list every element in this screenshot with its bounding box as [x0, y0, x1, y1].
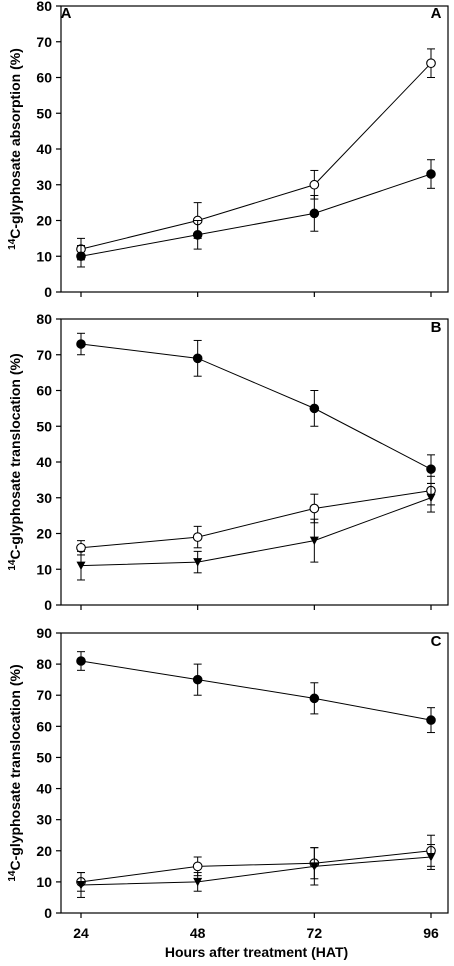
y-tick-label: 90	[36, 625, 52, 641]
data-point-open-circle	[192, 861, 203, 872]
y-tick-label: 50	[36, 418, 52, 434]
y-tick-label: 30	[36, 812, 52, 828]
y-tick-label: 40	[36, 141, 52, 157]
data-point-triangle	[426, 853, 436, 862]
series-0-line	[80, 62, 432, 250]
data-point-triangle	[309, 862, 319, 871]
data-point-open-circle	[426, 58, 436, 69]
data-point-filled-circle	[76, 251, 86, 262]
panel-letter: A	[61, 5, 72, 22]
data-point-triangle	[426, 493, 436, 503]
data-point-filled-circle	[76, 656, 86, 666]
data-point-triangle	[309, 536, 319, 546]
series-0-line	[80, 660, 432, 721]
y-tick-label: 40	[36, 454, 52, 470]
y-tick-label: 60	[36, 70, 52, 86]
plot-frame	[60, 318, 449, 606]
y-tick-label: 0	[44, 597, 52, 613]
y-tick-label: 0	[44, 284, 52, 300]
y-tick-label: 20	[36, 526, 52, 542]
y-tick-label: 60	[36, 383, 52, 399]
series-1-line	[80, 173, 432, 257]
data-point-triangle	[193, 877, 203, 887]
x-tick-label: 24	[73, 925, 89, 941]
data-point-triangle	[76, 561, 86, 571]
y-axis-title: 14C-glyphosate translocation (%)	[7, 664, 23, 881]
data-point-open-circle	[309, 503, 320, 514]
y-tick-label: 20	[36, 213, 52, 229]
panel-a: 0 10 20 30 40 50 60 70 80 14C-glyphosate absorpti…	[7, 0, 449, 300]
y-axis-title-text: C-glyphosate translocation (%)	[7, 664, 23, 870]
data-point-filled-circle	[426, 464, 436, 474]
y-tick-label: 80	[36, 656, 52, 672]
series-1-line	[80, 490, 432, 549]
data-point-triangle	[193, 558, 203, 567]
y-axis-title-text: C-glyphosate absorption (%)	[7, 48, 23, 239]
y-axis-title-text: C-glyphosate translocation (%)	[7, 353, 23, 559]
data-point-filled-circle	[426, 169, 436, 179]
data-point-filled-circle	[76, 339, 86, 349]
x-tick-label: 96	[423, 925, 439, 941]
y-tick-label: 20	[36, 843, 52, 859]
data-point-open-circle	[192, 532, 203, 542]
data-point-filled-circle	[192, 230, 203, 240]
data-point-filled-circle	[192, 353, 203, 364]
data-point-filled-circle	[426, 715, 436, 725]
panel-letter: B	[431, 319, 442, 336]
y-tick-label: 80	[36, 311, 52, 327]
data-point-triangle	[76, 881, 86, 890]
data-point-filled-circle	[309, 208, 320, 219]
data-point-filled-circle	[192, 674, 203, 685]
y-tick-label: 30	[36, 490, 52, 506]
y-tick-label: 40	[36, 781, 52, 797]
x-axis-title: Hours after treatment (HAT)	[165, 944, 348, 960]
panel-letter: A	[431, 5, 442, 22]
y-axis-title-superscript: 14	[7, 238, 18, 250]
y-tick-label: 10	[36, 248, 52, 264]
y-tick-label: 70	[36, 34, 52, 50]
series-2-line	[80, 497, 432, 567]
y-tick-label: 70	[36, 687, 52, 703]
data-point-filled-circle	[309, 403, 320, 414]
series-1-line	[80, 850, 432, 883]
series-2-line	[80, 856, 432, 886]
panel-letter: C	[431, 633, 442, 650]
y-tick-label: 50	[36, 105, 52, 121]
x-tick-label: 72	[307, 925, 323, 941]
y-tick-label: 10	[36, 561, 52, 577]
y-tick-label: 30	[36, 177, 52, 193]
series-0-line	[80, 343, 432, 470]
data-point-open-circle	[76, 542, 86, 553]
y-tick-label: 50	[36, 749, 52, 765]
plot-frame	[60, 632, 449, 914]
y-tick-label: 10	[36, 874, 52, 890]
y-axis-title-superscript: 14	[7, 559, 18, 571]
y-axis-title: 14C-glyphosate translocation (%)	[7, 353, 23, 570]
y-tick-label: 80	[36, 0, 52, 14]
y-tick-label: 0	[44, 905, 52, 921]
data-point-filled-circle	[309, 693, 320, 704]
data-point-open-circle	[309, 179, 320, 190]
y-axis-title: 14C-glyphosate absorption (%)	[7, 48, 23, 250]
panel-c: 0 10 20 30 40 50 60 70 80 90 24 48 72 96 Hours after t…	[7, 625, 449, 960]
x-tick-label: 48	[190, 925, 206, 941]
y-axis-title-superscript: 14	[7, 870, 18, 882]
panel-b: 0 10 20 30 40 50 60 70 80 14C-glyphosate transloc…	[7, 311, 449, 613]
y-tick-label: 70	[36, 347, 52, 363]
y-tick-label: 60	[36, 718, 52, 734]
